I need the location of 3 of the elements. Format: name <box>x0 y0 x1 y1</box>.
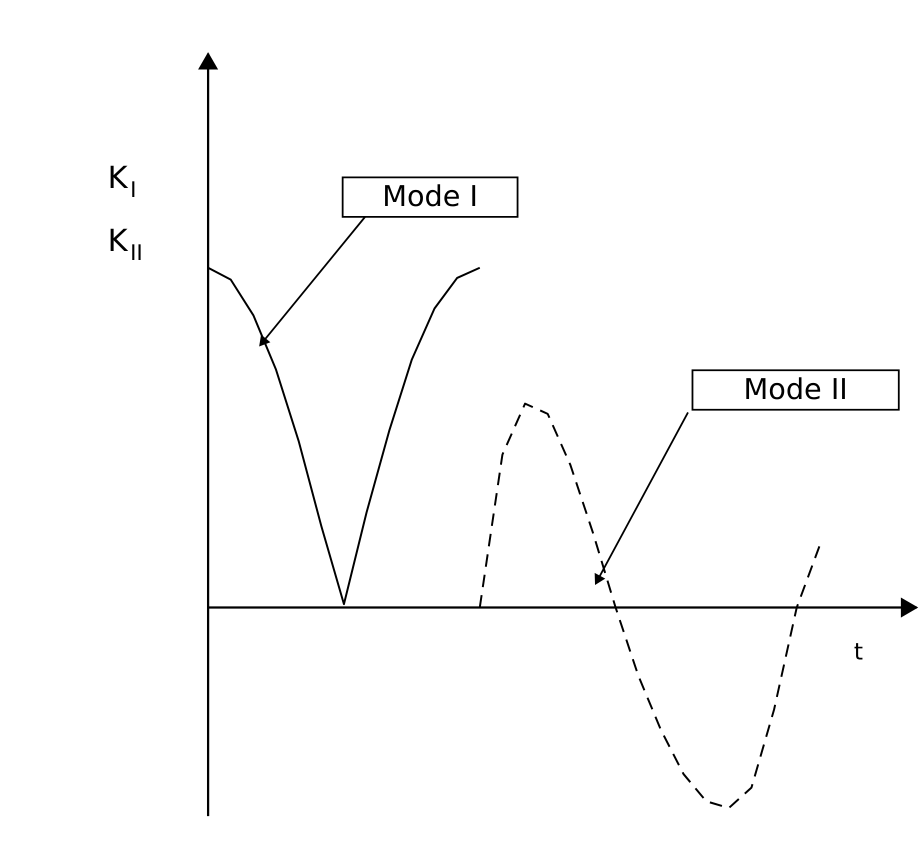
text: Mode II <box>744 372 848 406</box>
series-label: Mode I <box>382 179 478 214</box>
x-axis-title: t <box>854 638 863 666</box>
